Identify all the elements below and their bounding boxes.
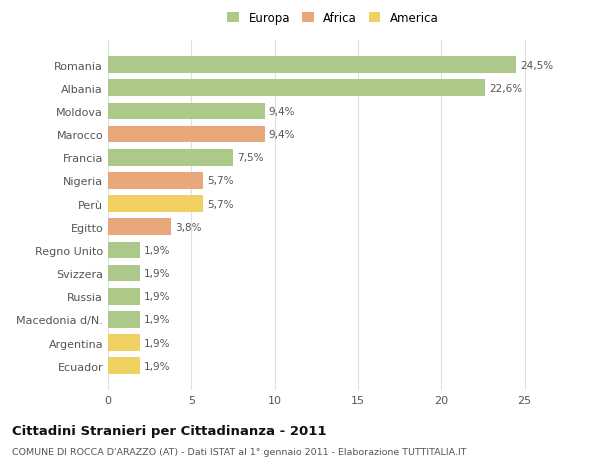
Text: 1,9%: 1,9% [144, 338, 170, 348]
Text: COMUNE DI ROCCA D'ARAZZO (AT) - Dati ISTAT al 1° gennaio 2011 - Elaborazione TUT: COMUNE DI ROCCA D'ARAZZO (AT) - Dati IST… [12, 448, 467, 457]
Bar [108, 173, 203, 190]
Bar [108, 127, 265, 143]
Bar [108, 219, 172, 235]
Bar [108, 80, 485, 97]
Bar [108, 242, 140, 259]
Bar [108, 196, 203, 213]
Bar [108, 358, 140, 374]
Text: 3,8%: 3,8% [176, 222, 202, 232]
Bar [108, 335, 140, 351]
Bar [108, 150, 233, 166]
Text: 1,9%: 1,9% [144, 269, 170, 279]
Bar [108, 288, 140, 305]
Bar [108, 311, 140, 328]
Bar [108, 103, 265, 120]
Text: Cittadini Stranieri per Cittadinanza - 2011: Cittadini Stranieri per Cittadinanza - 2… [12, 425, 326, 437]
Text: 1,9%: 1,9% [144, 291, 170, 302]
Text: 1,9%: 1,9% [144, 361, 170, 371]
Text: 5,7%: 5,7% [207, 176, 233, 186]
Bar [108, 57, 517, 74]
Text: 5,7%: 5,7% [207, 199, 233, 209]
Text: 22,6%: 22,6% [489, 84, 522, 94]
Legend: Europa, Africa, America: Europa, Africa, America [224, 8, 442, 28]
Text: 24,5%: 24,5% [521, 61, 554, 71]
Text: 7,5%: 7,5% [237, 153, 263, 163]
Text: 1,9%: 1,9% [144, 246, 170, 255]
Bar [108, 265, 140, 282]
Text: 1,9%: 1,9% [144, 315, 170, 325]
Text: 9,4%: 9,4% [269, 107, 295, 117]
Text: 9,4%: 9,4% [269, 130, 295, 140]
